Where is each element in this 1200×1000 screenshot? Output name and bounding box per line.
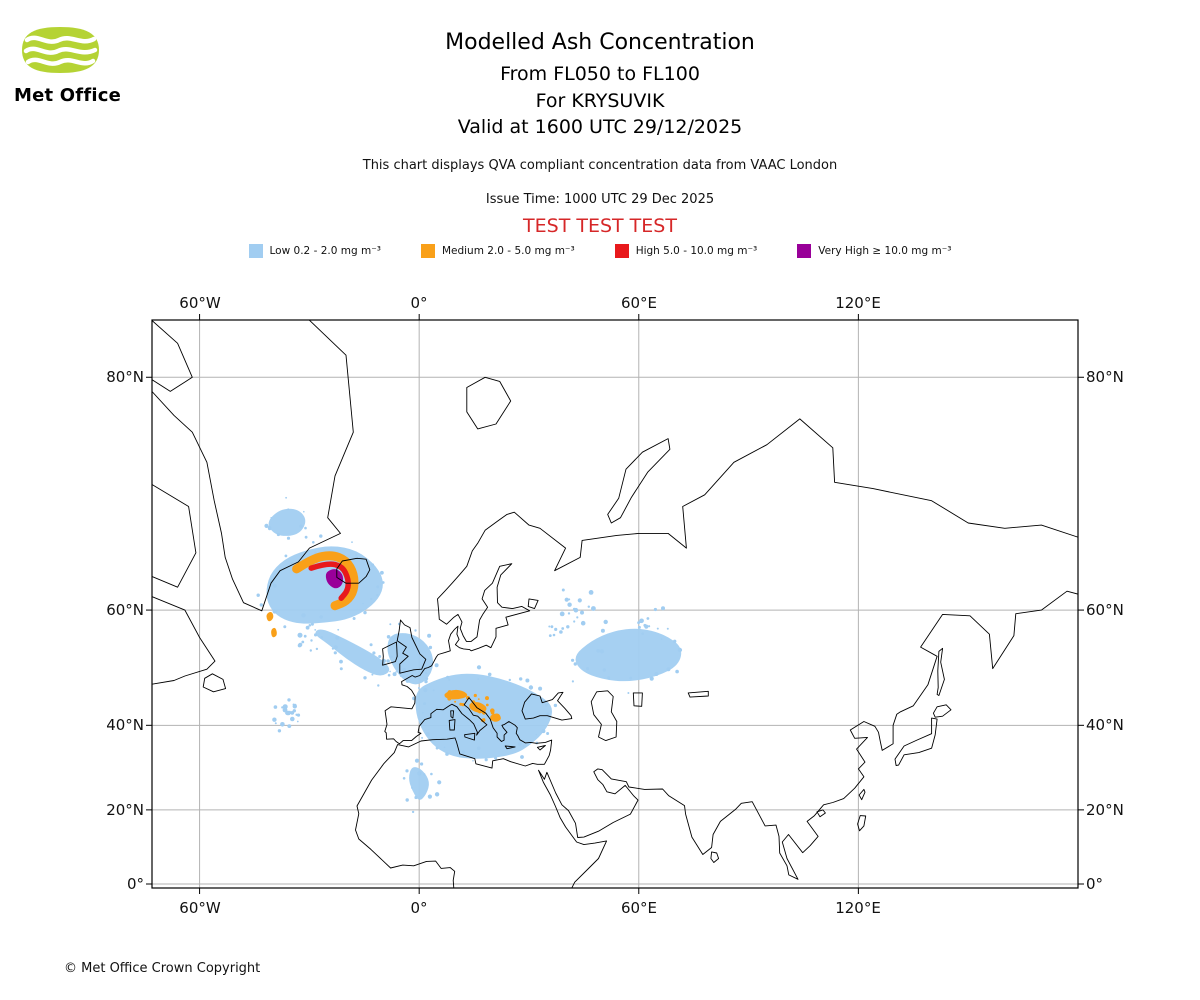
- y-axis-right-tick-0: 0°: [1086, 875, 1104, 893]
- x-axis-top-tick-60w: 60°W: [179, 294, 221, 312]
- met-office-logo-mark: [22, 27, 99, 73]
- map-svg: [146, 314, 1084, 894]
- map-border: [151, 319, 1079, 889]
- coastlines: [152, 320, 1078, 888]
- axis-ticks: [146, 314, 1084, 894]
- y-axis-right-tick-60n: 60°N: [1086, 601, 1124, 619]
- legend-label-low: Low 0.2 - 2.0 mg m⁻³: [269, 245, 381, 257]
- legend-swatch-low: [248, 244, 263, 258]
- lat-lon-grid: [152, 320, 1078, 888]
- x-axis-bottom-tick-60w: 60°W: [179, 899, 221, 917]
- issue-time: Issue Time: 1000 UTC 29 Dec 2025: [485, 192, 715, 207]
- subtitle-valid-time: Valid at 1600 UTC 29/12/2025: [457, 116, 743, 138]
- qva-description: This chart displays QVA compliant concen…: [362, 158, 838, 173]
- subtitle-volcano: For KRYSUVIK: [535, 90, 665, 112]
- subtitle-flight-levels: From FL050 to FL100: [500, 63, 700, 85]
- x-axis-bottom-tick-120e: 120°E: [835, 899, 881, 917]
- y-axis-left-tick-80n: 80°N: [106, 368, 144, 386]
- y-axis-right-tick-20n: 20°N: [1086, 801, 1124, 819]
- test-banner: TEST TEST TEST: [523, 215, 677, 237]
- legend-item-medium: Medium 2.0 - 5.0 mg m⁻³: [420, 244, 575, 258]
- y-axis-right-tick-40n: 40°N: [1086, 716, 1124, 734]
- y-axis-left-tick-0: 0°: [126, 875, 144, 893]
- x-axis-top-tick-120e: 120°E: [835, 294, 881, 312]
- x-axis-top-tick-60e: 60°E: [620, 294, 658, 312]
- met-office-logo: Met Office: [14, 22, 144, 106]
- legend: Low 0.2 - 2.0 mg m⁻³ Medium 2.0 - 5.0 mg…: [0, 244, 1200, 258]
- page-title: Modelled Ash Concentration: [445, 30, 755, 55]
- y-axis-left-tick-40n: 40°N: [106, 716, 144, 734]
- map-layers: [152, 320, 1078, 888]
- x-axis-bottom-tick-60e: 60°E: [620, 899, 658, 917]
- legend-item-high: High 5.0 - 10.0 mg m⁻³: [614, 244, 758, 258]
- y-axis-left-tick-20n: 20°N: [106, 801, 144, 819]
- legend-item-very-high: Very High ≥ 10.0 mg m⁻³: [797, 244, 951, 258]
- legend-item-low: Low 0.2 - 2.0 mg m⁻³: [248, 244, 381, 258]
- copyright: © Met Office Crown Copyright: [64, 961, 261, 976]
- map: [146, 314, 1084, 894]
- met-office-logo-text: Met Office: [14, 85, 122, 106]
- legend-label-very-high: Very High ≥ 10.0 mg m⁻³: [818, 245, 952, 257]
- y-axis-left-tick-60n: 60°N: [106, 601, 144, 619]
- legend-swatch-medium: [420, 244, 435, 258]
- legend-label-high: High 5.0 - 10.0 mg m⁻³: [635, 245, 758, 257]
- x-axis-bottom-tick-0: 0°: [410, 899, 428, 917]
- legend-swatch-high: [614, 244, 629, 258]
- ash-plumes: [256, 496, 683, 814]
- x-axis-top-tick-0: 0°: [410, 294, 428, 312]
- legend-label-medium: Medium 2.0 - 5.0 mg m⁻³: [441, 245, 575, 257]
- y-axis-right-tick-80n: 80°N: [1086, 368, 1124, 386]
- legend-swatch-very-high: [797, 244, 812, 258]
